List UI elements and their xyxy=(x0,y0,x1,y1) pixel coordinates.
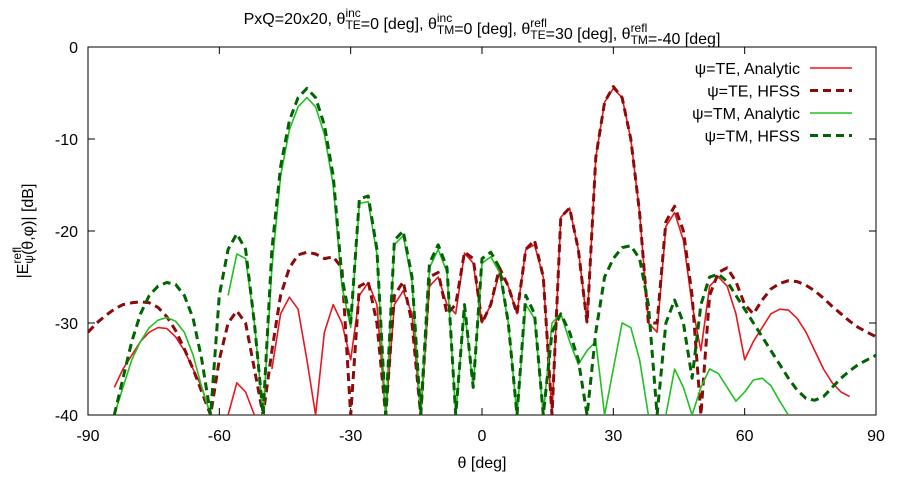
x-tick-label: 30 xyxy=(604,428,622,445)
text-part: =-40 [deg] xyxy=(648,31,721,48)
legend-label: ψ=TM, HFSS xyxy=(705,129,800,146)
superscript: inc xyxy=(345,6,360,20)
subscript: TM xyxy=(631,33,648,47)
y-tick-label: -20 xyxy=(55,224,78,241)
subscript: ψ xyxy=(22,255,36,264)
subscript: TE xyxy=(345,18,360,32)
text-part: (θ,φ)| [dB] xyxy=(20,184,37,255)
text-part: PxQ=20x20, θ xyxy=(244,11,346,28)
plot-frame xyxy=(87,46,877,416)
x-tick-label: -90 xyxy=(76,428,99,445)
x-tick-label: -30 xyxy=(339,428,362,445)
x-tick-label: 60 xyxy=(736,428,754,445)
y-axis-label: |Ereflψ(θ,φ)| [dB] xyxy=(10,184,37,279)
legend-label: ψ=TE, Analytic xyxy=(695,61,800,78)
plot-area xyxy=(88,85,876,415)
legend-label: ψ=TM, Analytic xyxy=(692,106,800,123)
text-part: =0 [deg], θ xyxy=(361,16,437,33)
y-tick-label: 0 xyxy=(69,40,78,57)
superscript: refl xyxy=(530,16,547,30)
series-line xyxy=(113,96,790,415)
y-tick-label: -30 xyxy=(55,316,78,333)
x-tick-label: -60 xyxy=(208,428,231,445)
text-part: |E xyxy=(15,264,32,279)
chart-title: PxQ=20x20, θinc TE=0 [deg], θinc TM=0 [deg… xyxy=(244,6,721,48)
superscript: refl xyxy=(631,21,648,35)
subscript: TE xyxy=(530,28,545,42)
text-part: =30 [deg], θ xyxy=(546,26,631,43)
superscript: inc xyxy=(437,11,452,25)
x-tick-label: 0 xyxy=(478,428,487,445)
subscript: TM xyxy=(437,23,454,37)
superscript: refl xyxy=(10,247,24,264)
x-axis-label: θ [deg] xyxy=(458,455,507,472)
y-tick-label: -10 xyxy=(55,132,78,149)
x-tick-label: 90 xyxy=(867,428,885,445)
y-tick-label: -40 xyxy=(55,408,78,425)
text-part: =0 [deg], θ xyxy=(454,21,530,38)
legend-label: ψ=TE, HFSS xyxy=(707,84,800,101)
series-line xyxy=(112,86,876,415)
